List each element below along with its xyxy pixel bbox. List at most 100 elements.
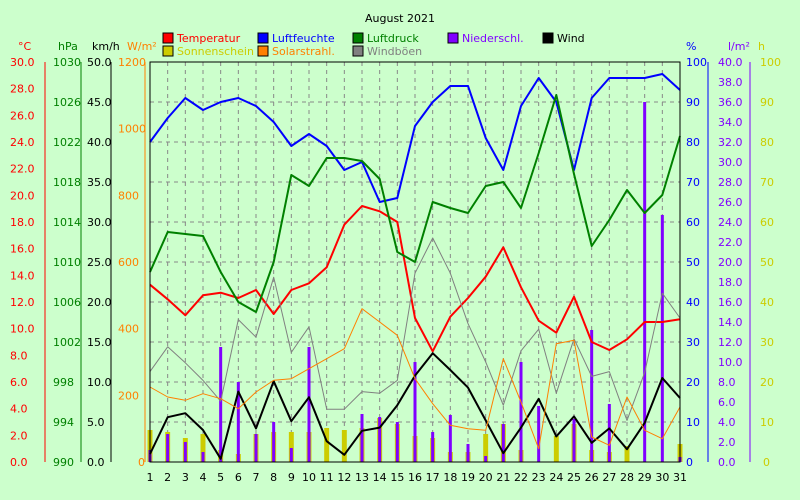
y-tick-label-rain: 22.0 — [718, 236, 743, 249]
rain-bar — [590, 330, 594, 462]
y-tick-label-sun: 0 — [763, 456, 770, 469]
y-tick-label-rain: 38.0 — [718, 76, 743, 89]
y-tick-label-temp: 16.0 — [10, 243, 35, 256]
rain-bar — [448, 415, 452, 462]
y-tick-label-temp: 10.0 — [10, 323, 35, 336]
x-tick-label: 18 — [443, 471, 457, 484]
y-tick-label-humidity: 60 — [686, 216, 700, 229]
y-tick-label-solar: 1000 — [118, 123, 146, 136]
x-tick-label: 8 — [270, 471, 277, 484]
y-axis-unit-rain: l/m² — [728, 40, 750, 53]
x-tick-label: 21 — [496, 471, 510, 484]
y-tick-label-pressure: 998 — [53, 376, 74, 389]
y-tick-label-solar: 200 — [118, 389, 139, 402]
y-tick-label-sun: 60 — [760, 216, 774, 229]
y-tick-label-sun: 40 — [760, 296, 774, 309]
legend-label: Temperatur — [176, 32, 241, 45]
y-tick-label-wind: 10.0 — [87, 376, 112, 389]
y-tick-label-temp: 22.0 — [10, 163, 35, 176]
y-tick-label-temp: 30.0 — [10, 56, 35, 69]
x-tick-label: 17 — [426, 471, 440, 484]
y-tick-label-wind: 15.0 — [87, 336, 112, 349]
y-tick-label-temp: 24.0 — [10, 136, 35, 149]
x-tick-label: 11 — [320, 471, 334, 484]
luftfeuchte-line — [149, 73, 681, 203]
x-tick-label: 22 — [514, 471, 528, 484]
legend-swatch — [352, 32, 364, 44]
x-tick-label: 19 — [461, 471, 475, 484]
x-tick-label: 16 — [408, 471, 422, 484]
y-tick-label-wind: 40.0 — [87, 136, 112, 149]
y-tick-label-rain: 14.0 — [718, 316, 743, 329]
y-tick-label-rain: 20.0 — [718, 256, 743, 269]
y-tick-label-humidity: 90 — [686, 96, 700, 109]
y-tick-label-temp: 6.0 — [10, 376, 28, 389]
x-tick-label: 9 — [288, 471, 295, 484]
x-tick-label: 1 — [147, 471, 154, 484]
rain-bar — [501, 424, 505, 462]
sunshine-bar — [341, 430, 347, 462]
y-tick-label-temp: 20.0 — [10, 189, 35, 202]
y-tick-label-rain: 6.0 — [718, 396, 736, 409]
legend-label: Luftdruck — [367, 32, 419, 45]
sunshine-bar — [624, 446, 630, 462]
y-axis-unit-solar: W/m² — [127, 40, 157, 53]
luftdruck-line — [149, 94, 681, 313]
x-tick-label: 24 — [549, 471, 563, 484]
sunshine-bar — [553, 436, 559, 462]
rain-bar — [607, 404, 611, 462]
y-tick-label-wind: 35.0 — [87, 176, 112, 189]
y-tick-label-wind: 25.0 — [87, 256, 112, 269]
y-tick-label-rain: 28.0 — [718, 176, 743, 189]
y-tick-label-rain: 10.0 — [718, 356, 743, 369]
rain-bar — [413, 362, 417, 462]
y-tick-label-rain: 12.0 — [718, 336, 743, 349]
rain-bar — [166, 434, 170, 462]
y-tick-label-rain: 30.0 — [718, 156, 743, 169]
y-tick-label-rain: 8.0 — [718, 376, 736, 389]
legend-swatch — [162, 45, 174, 57]
rain-bar — [643, 102, 647, 462]
y-tick-label-rain: 32.0 — [718, 136, 743, 149]
y-tick-label-humidity: 40 — [686, 296, 700, 309]
sunshine-bar — [483, 434, 489, 462]
x-tick-label: 25 — [567, 471, 581, 484]
y-tick-label-pressure: 1022 — [53, 136, 81, 149]
y-tick-label-temp: 4.0 — [10, 403, 28, 416]
y-axis-unit-humidity: % — [686, 40, 696, 53]
x-tick-label: 27 — [602, 471, 616, 484]
rain-bar — [307, 347, 311, 462]
y-tick-label-pressure: 990 — [53, 456, 74, 469]
rain-bar — [236, 382, 240, 462]
y-tick-label-wind: 45.0 — [87, 96, 112, 109]
wind-line — [149, 352, 681, 460]
plot-frame — [149, 61, 681, 463]
legend-swatch — [542, 32, 554, 44]
y-tick-label-sun: 20 — [760, 376, 774, 389]
x-tick-label: 29 — [638, 471, 652, 484]
y-tick-label-wind: 5.0 — [87, 416, 105, 429]
y-tick-label-humidity: 100 — [686, 56, 707, 69]
y-tick-label-rain: 2.0 — [718, 436, 736, 449]
y-tick-label-humidity: 0 — [686, 456, 693, 469]
sunshine-bar — [324, 428, 330, 462]
y-tick-label-humidity: 50 — [686, 256, 700, 269]
x-tick-label: 20 — [479, 471, 493, 484]
rain-bar — [219, 347, 223, 462]
x-tick-label: 26 — [585, 471, 599, 484]
y-tick-label-sun: 80 — [760, 136, 774, 149]
y-tick-label-solar: 800 — [118, 189, 139, 202]
rain-bar — [395, 422, 399, 462]
y-axis-unit-temp: °C — [18, 40, 32, 53]
rain-bar — [537, 406, 541, 462]
y-tick-label-pressure: 1026 — [53, 96, 81, 109]
rain-bar — [484, 456, 488, 462]
sunshine-bar — [288, 432, 294, 462]
y-tick-label-wind: 30.0 — [87, 216, 112, 229]
legend-label: Solarstrahl. — [272, 45, 335, 58]
y-tick-label-sun: 70 — [760, 176, 774, 189]
legend-label: Luftfeuchte — [272, 32, 335, 45]
rain-bar — [572, 419, 576, 462]
x-tick-label: 6 — [235, 471, 242, 484]
